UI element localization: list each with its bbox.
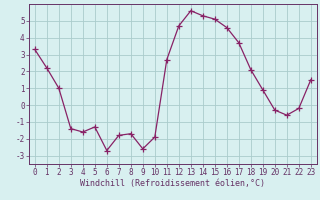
X-axis label: Windchill (Refroidissement éolien,°C): Windchill (Refroidissement éolien,°C) bbox=[80, 179, 265, 188]
